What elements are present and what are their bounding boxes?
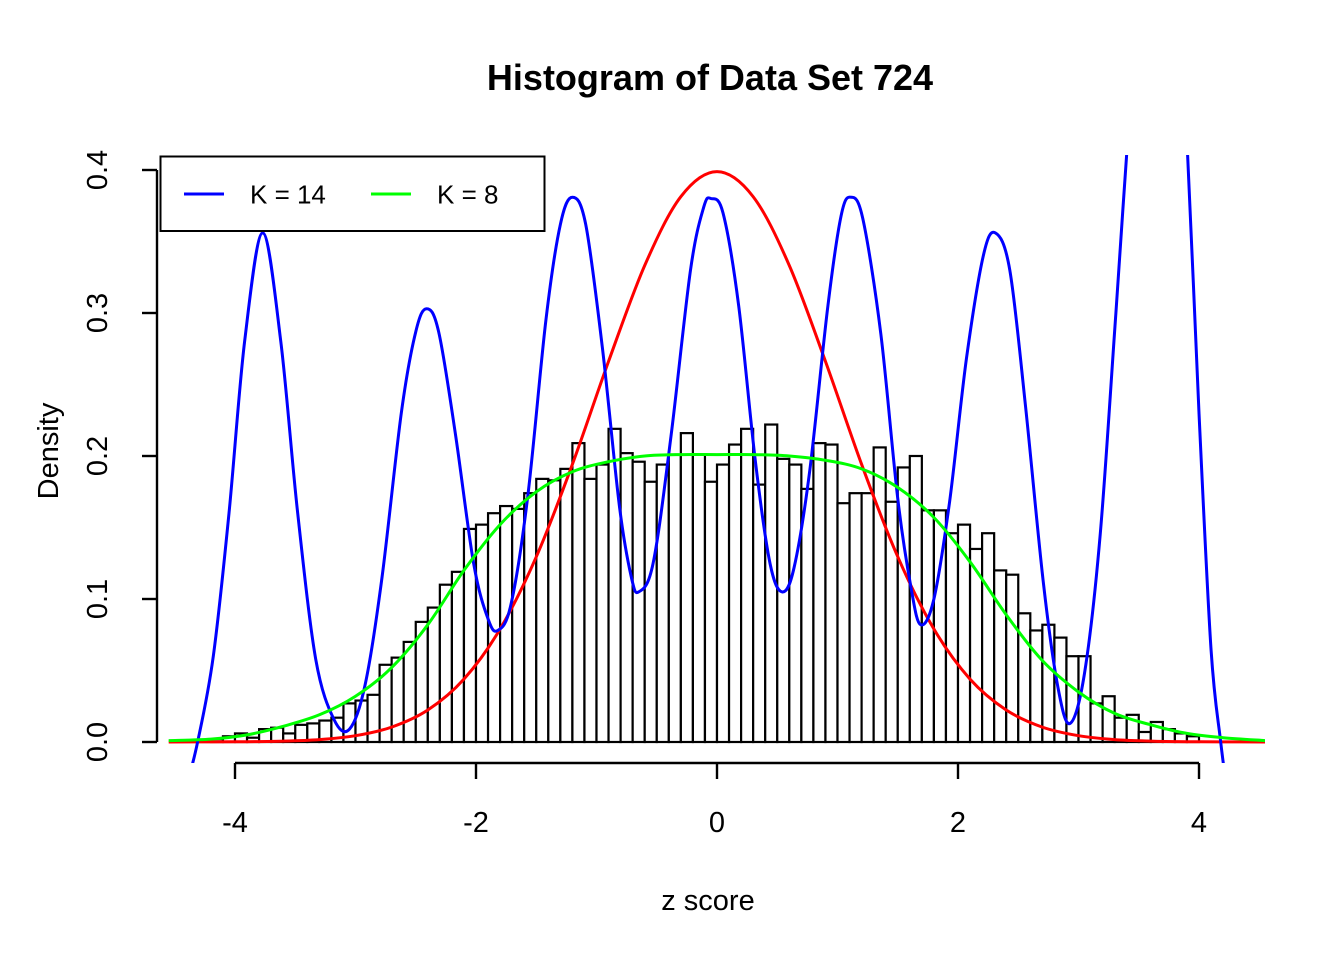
histogram-bar: [450, 570, 466, 744]
histogram-bar: [390, 656, 405, 744]
x-tick-label: 0: [709, 807, 725, 839]
histogram-bar: [727, 443, 743, 744]
legend-label-k14: K = 14: [250, 180, 326, 210]
histogram-bar: [691, 453, 707, 744]
histogram-bar: [595, 463, 610, 744]
histogram-bar: [1053, 636, 1068, 744]
histogram-bar: [679, 432, 694, 744]
histogram-bar: [523, 492, 538, 744]
histogram-bar: [619, 452, 634, 744]
y-tick-label: 0.4: [82, 150, 114, 190]
y-axis-label: Density: [33, 402, 65, 499]
histogram-bar: [583, 477, 598, 744]
histogram-bar: [860, 492, 875, 744]
curve-k-8: [168, 452, 1265, 743]
x-tick-label: 4: [1191, 807, 1207, 839]
histogram-bar: [980, 532, 996, 744]
histogram-bar: [535, 477, 550, 744]
legend: K = 14 K = 8: [159, 155, 546, 232]
histogram-bar: [993, 569, 1008, 744]
curve-k-14: [191, 155, 1225, 763]
histogram-bar: [1041, 623, 1056, 744]
x-tick-label: -4: [222, 807, 248, 839]
chart-title: Histogram of Data Set 724: [487, 57, 933, 98]
x-axis-label: z score: [661, 885, 754, 917]
y-tick-label: 0.1: [82, 579, 114, 619]
histogram-bar: [872, 446, 887, 744]
histogram-bar: [824, 443, 839, 744]
axes: 0.0 0.1 0.2 0.3 0.4 -4 -2 0 2 4: [82, 150, 1207, 839]
histogram-bar: [366, 693, 381, 744]
density-curves: [168, 155, 1265, 763]
histogram-bar: [812, 442, 827, 744]
histogram-bars: [209, 423, 1201, 744]
histogram-bar: [1101, 695, 1116, 744]
histogram-bar: [739, 427, 755, 744]
histogram-bar: [715, 463, 731, 744]
y-tick-label: 0.0: [82, 722, 114, 762]
histogram-bar: [631, 460, 646, 744]
x-tick-label: 2: [950, 807, 966, 839]
histogram-bar: [1065, 655, 1080, 744]
histogram-bar: [643, 480, 658, 744]
histogram-bar: [776, 457, 791, 744]
legend-label-k8: K = 8: [437, 180, 498, 210]
histogram-bar: [486, 512, 502, 744]
y-tick-label: 0.2: [82, 436, 114, 476]
x-tick-label: -2: [463, 807, 489, 839]
histogram-bar: [884, 500, 899, 744]
histogram-bar: [426, 606, 441, 744]
histogram-bar: [703, 480, 719, 744]
histogram-bar: [788, 463, 803, 744]
curve-normal-curve: [168, 170, 1265, 744]
histogram-bar: [667, 453, 682, 744]
histogram-bar: [944, 532, 960, 744]
histogram-bar: [836, 502, 851, 744]
histogram-bar: [474, 523, 490, 744]
histogram-bar: [402, 640, 417, 744]
histogram-bar: [559, 467, 574, 744]
histogram-bar: [571, 442, 586, 744]
histogram-bar: [438, 583, 454, 744]
legend-box: [159, 155, 546, 232]
y-tick-label: 0.3: [82, 293, 114, 333]
histogram-bar: [848, 492, 863, 744]
